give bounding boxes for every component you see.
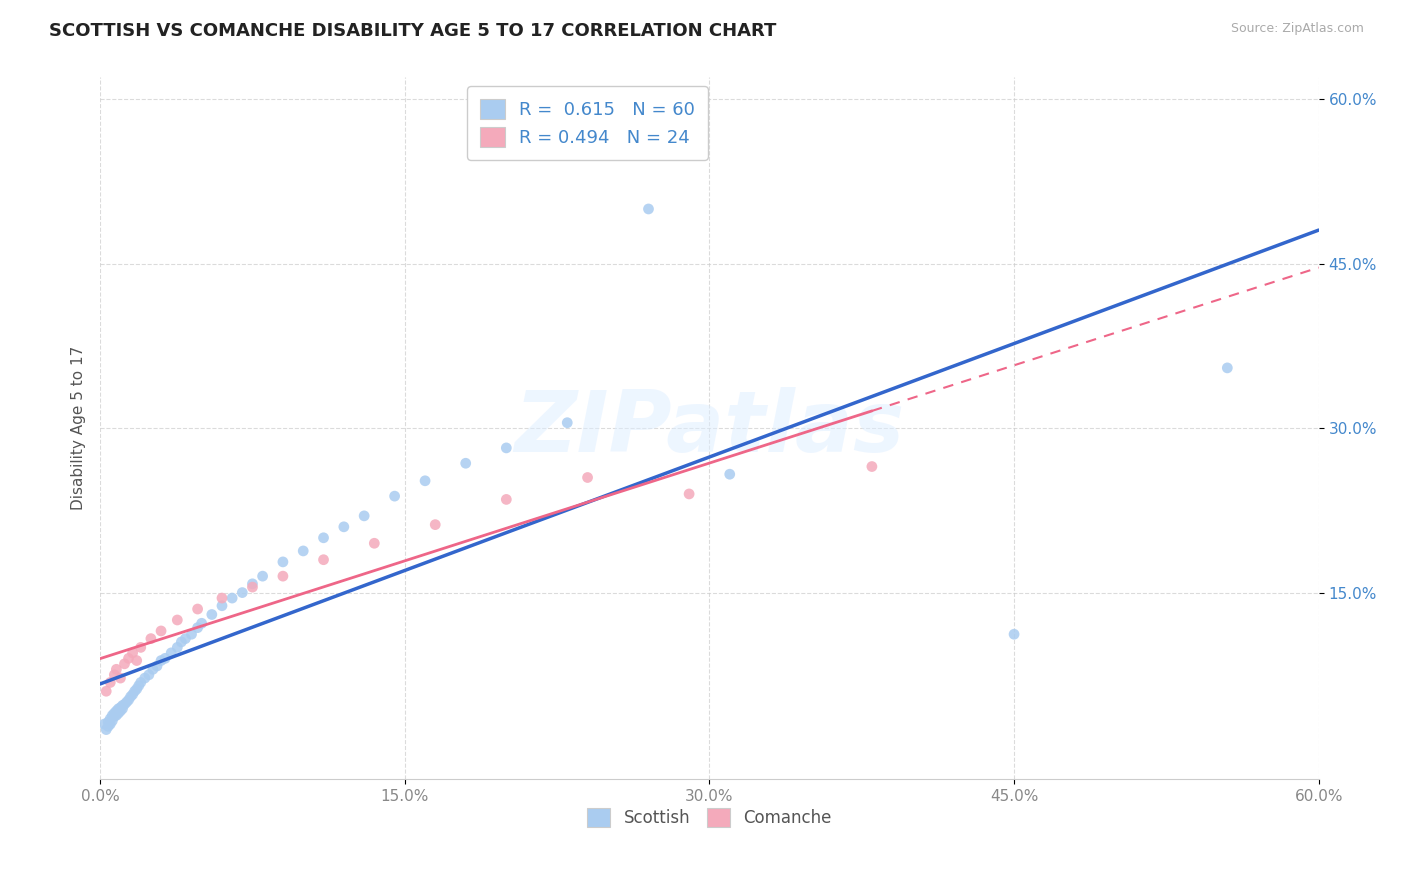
Point — [242, 580, 264, 594]
Point — [93, 717, 115, 731]
Point — [96, 723, 118, 737]
Point — [425, 517, 447, 532]
Point — [384, 489, 406, 503]
Point — [96, 684, 118, 698]
Point — [292, 544, 315, 558]
Point — [107, 702, 129, 716]
Text: Source: ZipAtlas.com: Source: ZipAtlas.com — [1230, 22, 1364, 36]
Point — [413, 474, 436, 488]
Point — [312, 531, 335, 545]
Point — [121, 688, 143, 702]
Point — [128, 679, 150, 693]
Point — [138, 667, 160, 681]
Point — [363, 536, 385, 550]
Point — [555, 416, 578, 430]
Point — [201, 607, 224, 622]
Point — [211, 599, 233, 613]
Point — [271, 555, 294, 569]
Point — [678, 487, 700, 501]
Point — [110, 704, 132, 718]
Point — [150, 624, 173, 638]
Point — [454, 456, 477, 470]
Point — [125, 654, 148, 668]
Point — [190, 616, 212, 631]
Point — [117, 651, 139, 665]
Point — [271, 569, 294, 583]
Point — [166, 613, 188, 627]
Point — [142, 662, 165, 676]
Point — [718, 467, 741, 482]
Point — [187, 621, 209, 635]
Point — [353, 508, 375, 523]
Point — [150, 654, 173, 668]
Point — [160, 646, 183, 660]
Point — [98, 675, 121, 690]
Point — [252, 569, 274, 583]
Point — [166, 640, 188, 655]
Y-axis label: Disability Age 5 to 17: Disability Age 5 to 17 — [72, 346, 86, 510]
Point — [187, 602, 209, 616]
Point — [637, 202, 659, 216]
Point — [120, 690, 142, 704]
Point — [174, 632, 197, 646]
Point — [124, 684, 146, 698]
Point — [121, 646, 143, 660]
Point — [153, 651, 176, 665]
Point — [129, 675, 152, 690]
Point — [146, 659, 169, 673]
Point — [139, 632, 162, 646]
Point — [495, 492, 517, 507]
Point — [129, 640, 152, 655]
Point — [1002, 627, 1025, 641]
Point — [105, 662, 128, 676]
Point — [105, 704, 128, 718]
Point — [111, 702, 134, 716]
Point — [114, 698, 136, 712]
Point — [333, 520, 356, 534]
Point — [180, 627, 202, 641]
Point — [495, 441, 517, 455]
Point — [105, 708, 128, 723]
Legend: Scottish, Comanche: Scottish, Comanche — [581, 802, 838, 834]
Point — [221, 591, 243, 605]
Point — [115, 695, 138, 709]
Point — [111, 698, 134, 713]
Point — [101, 708, 124, 723]
Point — [97, 719, 120, 733]
Point — [101, 714, 124, 728]
Point — [576, 470, 599, 484]
Point — [1216, 360, 1239, 375]
Point — [98, 712, 121, 726]
Point — [114, 657, 136, 671]
Point — [170, 635, 193, 649]
Point — [103, 667, 125, 681]
Point — [231, 585, 253, 599]
Point — [117, 693, 139, 707]
Point — [97, 714, 120, 729]
Point — [125, 681, 148, 696]
Point — [211, 591, 233, 605]
Text: ZIPatlas: ZIPatlas — [515, 386, 904, 470]
Point — [110, 671, 132, 685]
Point — [110, 700, 132, 714]
Point — [242, 577, 264, 591]
Text: SCOTTISH VS COMANCHE DISABILITY AGE 5 TO 17 CORRELATION CHART: SCOTTISH VS COMANCHE DISABILITY AGE 5 TO… — [49, 22, 776, 40]
Point — [103, 709, 125, 723]
Point — [107, 706, 129, 721]
Point — [860, 459, 883, 474]
Point — [134, 671, 156, 685]
Point — [103, 706, 125, 721]
Point — [98, 717, 121, 731]
Point — [312, 552, 335, 566]
